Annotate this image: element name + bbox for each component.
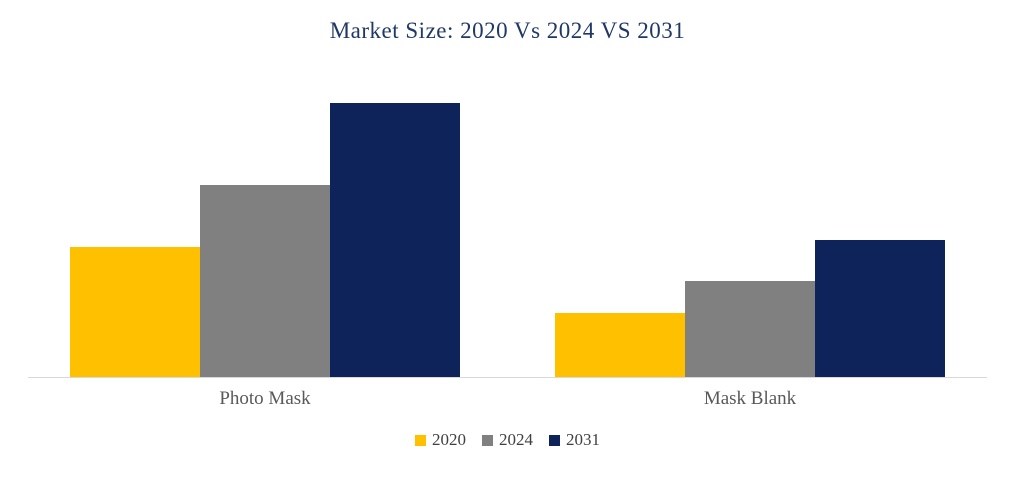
- bar-2031-mask-blank: [815, 240, 945, 377]
- bar-2020-mask-blank: [555, 313, 685, 377]
- legend-swatch-2031: [549, 434, 560, 446]
- legend-swatch-2020: [415, 434, 426, 446]
- bar-group-mask-blank: [555, 240, 945, 377]
- legend-item-2020: 2020: [415, 430, 466, 450]
- x-axis-category-labels: Photo Mask Mask Blank: [28, 388, 987, 410]
- category-label-mask-blank: Mask Blank: [703, 388, 797, 409]
- legend-label-2031: 2031: [566, 430, 600, 449]
- legend-label-2024: 2024: [499, 430, 533, 449]
- chart-legend: 2020 2024 2031: [0, 430, 1015, 450]
- legend-item-2031: 2031: [549, 430, 600, 450]
- legend-item-2024: 2024: [482, 430, 533, 450]
- bar-2031-photo-mask: [330, 103, 460, 377]
- legend-swatch-2024: [482, 434, 493, 446]
- bar-group-photo-mask: [70, 103, 460, 377]
- legend-label-2020: 2020: [432, 430, 466, 449]
- category-label-photo-mask: Photo Mask: [219, 388, 311, 409]
- chart-title: Market Size: 2020 Vs 2024 VS 2031: [329, 18, 686, 43]
- bar-2020-photo-mask: [70, 247, 200, 377]
- plot-area: [28, 103, 987, 378]
- bar-2024-photo-mask: [200, 185, 330, 377]
- bar-2024-mask-blank: [685, 281, 815, 377]
